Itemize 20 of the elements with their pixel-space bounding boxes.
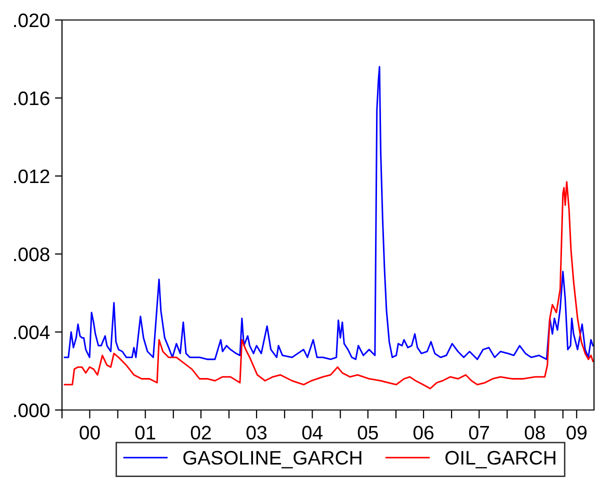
- y-tick-label: .008: [14, 247, 50, 262]
- x-tick-label: 00: [80, 426, 100, 440]
- x-tick-label: 07: [469, 426, 489, 440]
- legend-label: GASOLINE_GARCH: [183, 450, 362, 468]
- x-tick-label: 02: [190, 426, 211, 440]
- y-tick-label: .016: [14, 91, 50, 106]
- x-tick-label: 08: [524, 426, 545, 440]
- x-tick-label: 06: [413, 426, 434, 440]
- y-tick-label: .000: [14, 403, 50, 418]
- x-tick-label: 01: [135, 426, 156, 440]
- legend-label: OIL_GARCH: [445, 450, 556, 468]
- x-tick-label: 09: [566, 426, 587, 440]
- x-tick-label: 05: [358, 426, 378, 440]
- y-tick-label: .012: [14, 169, 50, 184]
- x-tick-label: 04: [302, 426, 323, 440]
- y-tick-label: .004: [14, 325, 50, 340]
- x-tick-label: 03: [246, 426, 267, 440]
- y-tick-label: .020: [14, 13, 50, 28]
- line-series: [64, 66, 594, 360]
- line-series: [64, 181, 594, 390]
